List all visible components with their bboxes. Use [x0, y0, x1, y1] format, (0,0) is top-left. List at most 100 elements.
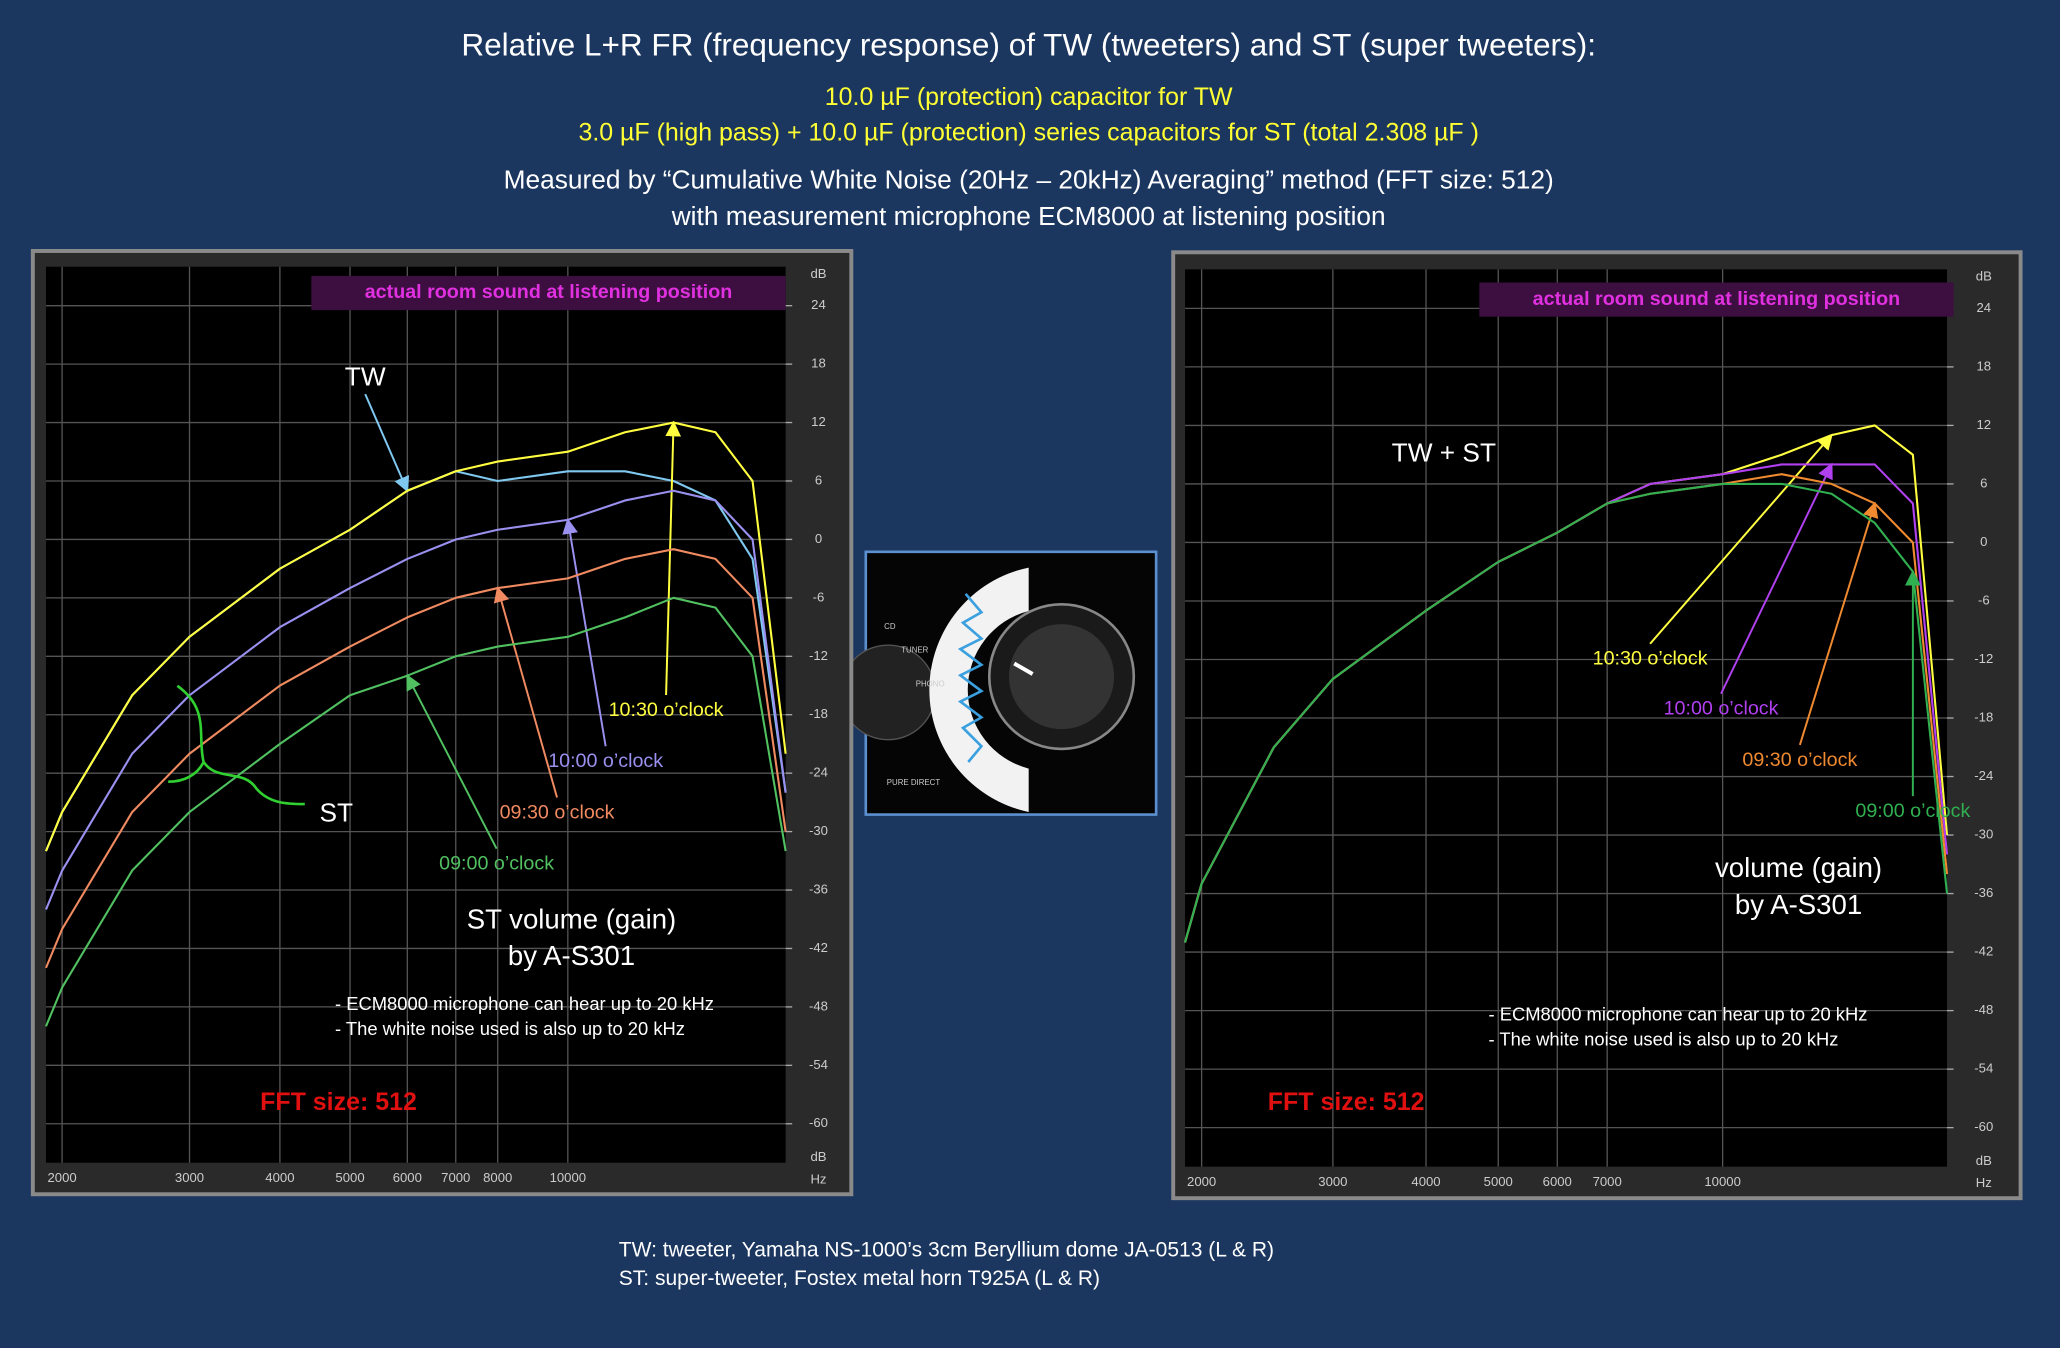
knob-left: [840, 644, 937, 741]
scale-pattern: [957, 593, 984, 763]
label-arrow: [493, 586, 558, 798]
y-tick-label: -12: [809, 648, 828, 663]
note: - The white noise used is also up to 20 …: [335, 1018, 685, 1039]
annotation: TW + ST: [1392, 438, 1496, 468]
series-label: 10:00 o’clock: [548, 750, 663, 772]
y-tick-label: 18: [811, 356, 826, 371]
y-unit: dB: [1976, 1153, 1992, 1168]
y-tick-label: -18: [1974, 709, 1993, 724]
x-tick-label: 8000: [483, 1170, 512, 1185]
knob-cap: [1008, 624, 1115, 730]
y-tick-label: 12: [1976, 417, 1991, 432]
y-unit: dB: [810, 266, 826, 281]
x-tick-label: 5000: [335, 1170, 364, 1185]
x-unit: Hz: [1976, 1175, 1992, 1190]
x-tick-label: 7000: [441, 1170, 470, 1185]
series-label: 09:00 o’clock: [1855, 800, 1970, 822]
label-arrow: [1798, 501, 1879, 746]
fft-label: FFT size: 512: [1268, 1088, 1425, 1116]
knob-pointer: [1013, 661, 1034, 676]
fr-curve: [45, 489, 787, 910]
series-label: 09:30 o’clock: [1742, 749, 1857, 771]
y-tick-label: -54: [1974, 1061, 1993, 1076]
x-tick-label: 3000: [175, 1170, 204, 1185]
x-tick-label: 7000: [1593, 1174, 1622, 1189]
y-tick-label: -42: [809, 940, 828, 955]
label-arrow: [1720, 462, 1833, 695]
knob-label: CD: [884, 622, 896, 631]
y-tick-label: -24: [1974, 768, 1993, 783]
y-tick-label: -12: [1974, 651, 1993, 666]
fr-curve: [45, 421, 787, 852]
y-tick-label: 18: [1976, 358, 1991, 373]
y-tick-label: -36: [1974, 885, 1993, 900]
annotation: ST: [320, 798, 354, 828]
chart: 24 18 12 6 0 -6 -12 -18 -24 -30 -36 -42 -48 -54 -60 dB d…: [30, 248, 854, 1197]
y-tick-label: -42: [1974, 944, 1993, 959]
fr-curve: [1184, 482, 1949, 943]
y-tick-label: -60: [1974, 1119, 1993, 1134]
gain-label: ST volume (gain): [467, 903, 676, 934]
x-tick-label: 2000: [47, 1170, 76, 1185]
label-arrow: [665, 420, 682, 696]
y-tick-label: -54: [809, 1057, 828, 1072]
knob-label: PURE DIRECT: [887, 778, 941, 787]
x-unit: Hz: [810, 1171, 826, 1186]
y-unit: dB: [1976, 269, 1992, 284]
x-tick-label: 4000: [265, 1170, 294, 1185]
gain-label: by A-S301: [1735, 889, 1862, 920]
series-label: TW: [345, 361, 386, 391]
x-tick-label: 2000: [1187, 1174, 1216, 1189]
banner: actual room sound at listening position: [365, 281, 733, 303]
series-label: 09:00 o’clock: [439, 853, 554, 875]
banner-bg: [1479, 282, 1954, 317]
knob-label: TUNER: [901, 645, 928, 654]
note: - ECM8000 microphone can hear up to 20 k…: [335, 993, 714, 1014]
knob-label: PHONO: [916, 680, 945, 689]
series-label: 10:30 o’clock: [609, 699, 724, 721]
y-unit: dB: [810, 1149, 826, 1164]
gain-label: volume (gain): [1715, 852, 1882, 883]
knob-scale: [929, 567, 1029, 812]
y-tick-label: -24: [809, 765, 828, 780]
subtitle: 3.0 µF (high pass) + 10.0 µF (protection…: [578, 119, 1478, 147]
method-text: Measured by “Cumulative White Noise (20H…: [504, 164, 1554, 194]
subtitle: 10.0 µF (protection) capacitor for TW: [825, 83, 1233, 111]
y-tick-label: -48: [1974, 1002, 1993, 1017]
y-tick-label: 0: [1980, 534, 1987, 549]
label-arrow: [1649, 433, 1833, 645]
fr-curve: [45, 596, 787, 1027]
note: - ECM8000 microphone can hear up to 20 k…: [1489, 1003, 1868, 1024]
gain-label: by A-S301: [508, 940, 635, 971]
banner-bg: [311, 275, 786, 311]
note: - The white noise used is also up to 20 …: [1489, 1028, 1839, 1049]
y-tick-label: -6: [813, 589, 825, 604]
x-tick-label: 3000: [1318, 1174, 1347, 1189]
y-tick-label: 0: [815, 531, 822, 546]
y-tick-label: -6: [1978, 592, 1990, 607]
method-text: with measurement microphone ECM8000 at l…: [671, 201, 1386, 231]
y-tick-label: -30: [1974, 827, 1993, 842]
footer-text: ST: super-tweeter, Fostex metal horn T92…: [619, 1267, 1100, 1290]
footer-text: TW: tweeter, Yamaha NS-1000’s 3cm Beryll…: [619, 1238, 1274, 1261]
label-arrow: [562, 518, 607, 747]
x-tick-label: 10000: [1704, 1174, 1740, 1189]
y-tick-label: 24: [1976, 300, 1991, 315]
y-tick-label: -60: [809, 1115, 828, 1130]
x-tick-label: 10000: [550, 1170, 587, 1185]
label-arrow: [364, 393, 410, 493]
y-tick-label: 6: [815, 472, 822, 487]
knob-photo: CD TUNER PHONO PURE DIRECT: [840, 550, 1158, 816]
fr-curve: [45, 548, 787, 969]
st-bracket: [168, 684, 305, 806]
y-tick-label: -36: [809, 881, 828, 896]
series-label: 09:30 o’clock: [500, 801, 615, 823]
x-tick-label: 6000: [1543, 1174, 1572, 1189]
fft-label: FFT size: 512: [260, 1088, 417, 1116]
x-tick-label: 6000: [393, 1170, 422, 1185]
x-tick-label: 5000: [1484, 1174, 1513, 1189]
label-arrow: [406, 674, 498, 850]
y-tick-label: -48: [809, 998, 828, 1013]
title: Relative L+R FR (frequency response) of …: [461, 27, 1596, 63]
